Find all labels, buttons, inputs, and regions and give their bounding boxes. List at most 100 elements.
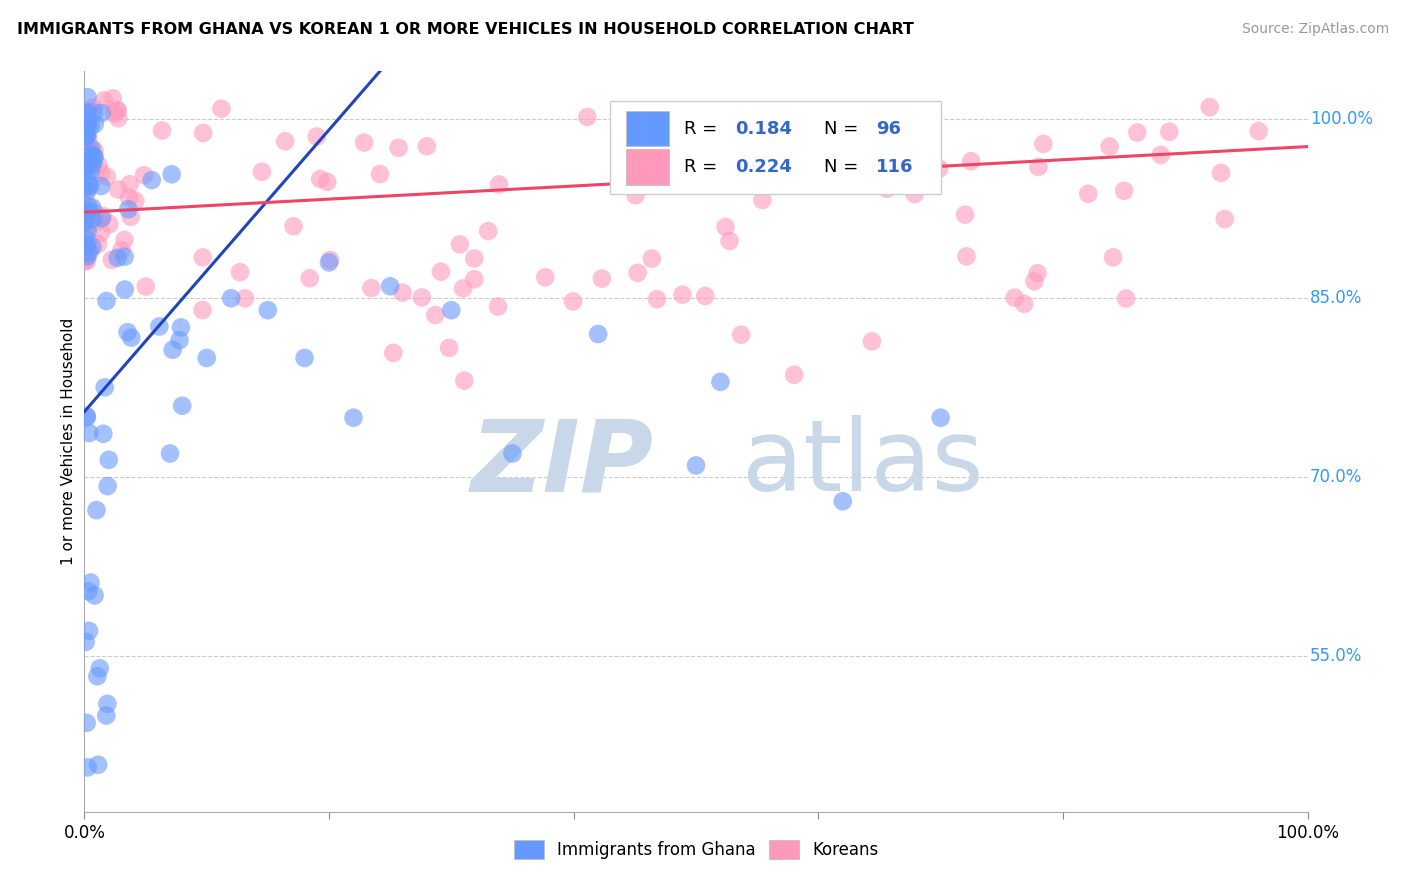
Point bbox=[83, 150, 105, 164]
Point bbox=[76, 138, 98, 153]
Text: 85.0%: 85.0% bbox=[1310, 289, 1362, 307]
Point bbox=[90, 166, 112, 180]
Point bbox=[162, 343, 184, 357]
Point bbox=[921, 114, 943, 128]
Point bbox=[430, 265, 453, 279]
Point bbox=[1213, 212, 1236, 227]
Point bbox=[876, 182, 898, 196]
Text: N =: N = bbox=[824, 158, 865, 176]
Point bbox=[87, 158, 110, 172]
Point bbox=[391, 285, 413, 300]
Point bbox=[233, 291, 256, 305]
Point bbox=[76, 715, 98, 730]
Point bbox=[274, 134, 297, 148]
Text: 100.0%: 100.0% bbox=[1310, 110, 1374, 128]
Text: 116: 116 bbox=[876, 158, 914, 176]
Text: atlas: atlas bbox=[742, 416, 984, 512]
Point bbox=[77, 113, 100, 128]
Point bbox=[150, 123, 173, 137]
Point bbox=[73, 106, 96, 120]
Point bbox=[76, 253, 98, 268]
Point bbox=[229, 265, 252, 279]
Point bbox=[77, 152, 100, 166]
Point bbox=[132, 168, 155, 182]
Point bbox=[411, 290, 433, 304]
Point bbox=[298, 271, 321, 285]
Point bbox=[79, 164, 101, 178]
Point bbox=[91, 426, 114, 441]
Point bbox=[170, 320, 193, 334]
Point bbox=[90, 211, 112, 226]
Point bbox=[141, 173, 163, 187]
Point bbox=[1209, 166, 1232, 180]
Point bbox=[77, 235, 100, 249]
Point bbox=[1032, 136, 1054, 151]
Point bbox=[1150, 148, 1173, 162]
Point bbox=[294, 351, 316, 365]
Point bbox=[90, 226, 112, 240]
Point bbox=[591, 271, 613, 285]
Point bbox=[114, 250, 136, 264]
Point bbox=[79, 575, 101, 590]
Point bbox=[75, 169, 97, 184]
Point bbox=[83, 105, 105, 120]
Point bbox=[75, 129, 97, 144]
Point bbox=[159, 446, 181, 460]
Point bbox=[100, 252, 122, 267]
Point bbox=[97, 479, 120, 493]
Point bbox=[79, 178, 101, 193]
Point bbox=[953, 208, 976, 222]
Point bbox=[107, 251, 129, 265]
Point bbox=[831, 159, 853, 173]
Point bbox=[463, 252, 485, 266]
Point bbox=[160, 167, 183, 181]
Point bbox=[96, 697, 118, 711]
Point bbox=[83, 150, 105, 164]
Point bbox=[576, 110, 599, 124]
Point bbox=[76, 183, 98, 197]
Point bbox=[645, 292, 668, 306]
Point bbox=[76, 238, 98, 252]
Point bbox=[103, 106, 125, 120]
Point bbox=[135, 279, 157, 293]
Point bbox=[79, 149, 101, 163]
Point bbox=[76, 119, 98, 133]
Point bbox=[929, 410, 952, 425]
Point bbox=[114, 283, 136, 297]
Point bbox=[76, 224, 98, 238]
Point bbox=[76, 239, 98, 253]
Point bbox=[534, 270, 557, 285]
Text: N =: N = bbox=[824, 120, 865, 137]
Point bbox=[416, 139, 439, 153]
Point bbox=[904, 187, 927, 202]
Point bbox=[82, 155, 104, 169]
Point bbox=[353, 136, 375, 150]
Point bbox=[627, 266, 650, 280]
Point bbox=[502, 446, 524, 460]
Point bbox=[120, 331, 142, 345]
Point bbox=[75, 231, 97, 245]
Point bbox=[118, 178, 141, 192]
Point bbox=[1098, 139, 1121, 153]
Point bbox=[83, 589, 105, 603]
Point bbox=[77, 103, 100, 118]
Point bbox=[77, 155, 100, 169]
Point bbox=[77, 624, 100, 638]
Point bbox=[107, 112, 129, 126]
Point bbox=[318, 255, 340, 269]
Point bbox=[695, 289, 717, 303]
Point bbox=[73, 215, 96, 229]
Point bbox=[193, 126, 215, 140]
Point bbox=[730, 327, 752, 342]
Point bbox=[77, 199, 100, 213]
Point bbox=[714, 219, 737, 234]
Point bbox=[1028, 160, 1050, 174]
Point bbox=[110, 243, 132, 257]
Point bbox=[73, 254, 96, 268]
Legend: Immigrants from Ghana, Koreans: Immigrants from Ghana, Koreans bbox=[513, 839, 879, 859]
Point bbox=[89, 661, 111, 675]
Point bbox=[562, 294, 585, 309]
Point bbox=[191, 303, 214, 318]
Point bbox=[82, 201, 104, 215]
Point bbox=[387, 141, 409, 155]
